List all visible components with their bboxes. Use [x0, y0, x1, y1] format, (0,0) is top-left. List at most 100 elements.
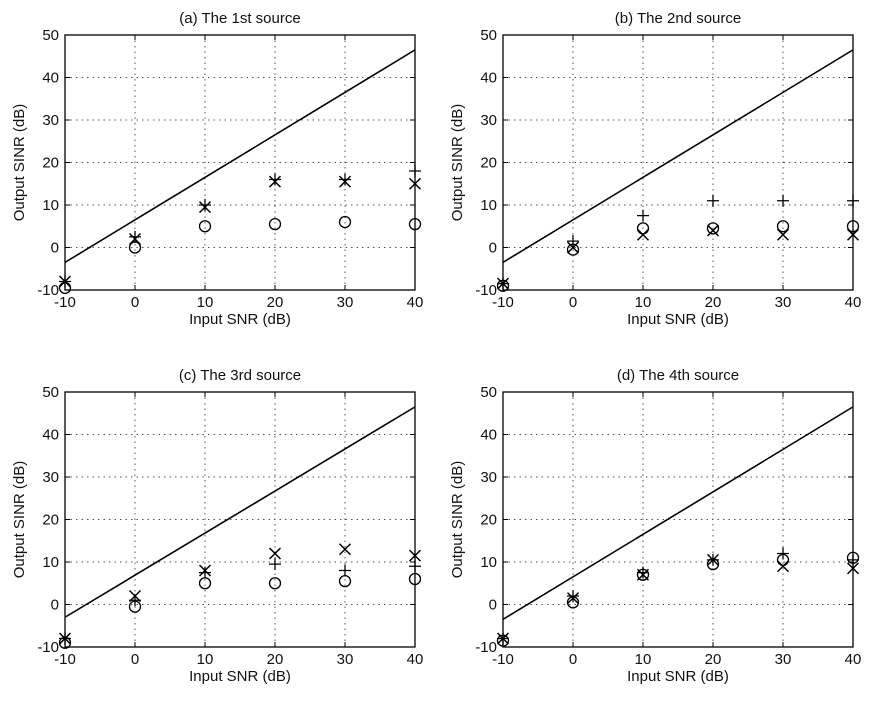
data-point-circle	[268, 577, 282, 590]
chart-panel-c: (c) The 3rd source -10 0 10 20 30 40 -10 0 10 20 30…	[11, 367, 424, 685]
y-axis-label: Output SINR (dB)	[11, 461, 28, 579]
data-point-plus	[269, 558, 281, 571]
data-point-cross	[338, 175, 352, 188]
data-point-cross	[268, 175, 282, 188]
x-tick-label: 20	[705, 651, 722, 668]
data-point-circle	[776, 220, 790, 233]
y-axis-label: Output SINR (dB)	[11, 104, 28, 222]
data-point-plus	[707, 194, 719, 207]
chart-title: (c) The 3rd source	[179, 367, 301, 384]
data-point-circle	[408, 217, 422, 231]
x-axis-label: Input SNR (dB)	[189, 668, 291, 685]
y-tick-label: 50	[42, 27, 59, 44]
chart-panel-a: (a) The 1st source -10 0 10 20 30 40 -10 0 10 20 30…	[11, 10, 424, 328]
chart-title: (d) The 4th source	[617, 367, 739, 384]
data-point-cross	[408, 177, 422, 190]
y-tick-label: 0	[489, 240, 497, 257]
y-tick-label: 20	[42, 155, 59, 172]
x-tick-label: 20	[267, 651, 284, 668]
data-point-plus	[339, 173, 351, 186]
y-tick-label: -10	[37, 282, 59, 299]
data-point-circle	[58, 636, 72, 649]
y-tick-label: 30	[42, 112, 59, 129]
data-point-circle	[198, 220, 212, 233]
y-tick-label: 10	[42, 554, 59, 571]
x-tick-label: 0	[569, 294, 577, 311]
data-point-circle	[846, 220, 860, 233]
x-tick-label: 40	[407, 294, 424, 311]
y-tick-label: 30	[42, 469, 59, 486]
y-tick-label: 40	[42, 70, 59, 87]
y-tick-label: 50	[480, 384, 497, 401]
data-point-plus	[339, 564, 351, 577]
data-point-circle	[338, 215, 352, 229]
y-axis-label: Output SINR (dB)	[449, 104, 466, 222]
y-tick-label: 40	[42, 427, 59, 444]
data-point-cross	[496, 632, 510, 645]
x-tick-label: 20	[267, 294, 284, 311]
data-point-circle	[566, 243, 580, 256]
y-tick-label: 40	[480, 70, 497, 87]
y-tick-label: 30	[480, 469, 497, 486]
y-tick-label: 10	[42, 197, 59, 214]
reference-line	[64, 49, 416, 264]
data-point-cross	[706, 224, 720, 237]
data-point-circle	[496, 279, 510, 292]
x-axis-label: Input SNR (dB)	[189, 311, 291, 328]
reference-line	[64, 406, 416, 618]
data-point-plus	[637, 209, 649, 222]
x-axis-label: Input SNR (dB)	[627, 311, 729, 328]
y-tick-label: -10	[37, 639, 59, 656]
x-tick-label: 10	[197, 294, 214, 311]
data-point-cross	[408, 549, 422, 562]
x-tick-label: -10	[54, 294, 76, 311]
data-point-plus	[129, 230, 141, 243]
x-tick-label: 30	[337, 294, 354, 311]
x-tick-label: 0	[131, 294, 139, 311]
x-tick-label: 0	[569, 651, 577, 668]
x-tick-label: 10	[635, 294, 652, 311]
x-tick-label: 20	[705, 294, 722, 311]
data-point-circle	[636, 568, 650, 581]
y-tick-label: 20	[480, 512, 497, 529]
y-tick-label: 40	[480, 427, 497, 444]
data-point-cross	[58, 632, 72, 645]
data-point-circle	[58, 281, 72, 295]
chart-panel-b: (b) The 2nd source -10 0 10 20 30 40 -10 0 10 20 30…	[449, 10, 861, 328]
x-tick-label: 30	[775, 294, 792, 311]
y-tick-label: 0	[51, 240, 59, 257]
x-tick-label: 40	[407, 651, 424, 668]
data-point-plus	[199, 566, 211, 579]
y-tick-label: 50	[42, 384, 59, 401]
data-point-cross	[268, 547, 282, 560]
data-point-plus	[567, 590, 579, 602]
data-point-circle	[198, 577, 212, 590]
y-tick-label: 30	[480, 112, 497, 129]
data-point-circle	[636, 222, 650, 235]
chart-panel-d: (d) The 4th source -10 0 10 20 30 40 -10 0 10 20 30…	[449, 367, 862, 685]
y-tick-label: 0	[489, 597, 497, 614]
y-tick-label: 20	[42, 512, 59, 529]
x-axis-label: Input SNR (dB)	[627, 668, 729, 685]
data-point-circle	[128, 241, 142, 254]
y-tick-label: -10	[475, 639, 497, 656]
x-tick-label: 10	[635, 651, 652, 668]
y-tick-label: 10	[480, 197, 497, 214]
chart-title: (b) The 2nd source	[615, 10, 741, 27]
data-point-plus	[269, 173, 281, 186]
reference-line	[502, 406, 854, 621]
data-point-circle	[338, 574, 352, 588]
data-point-plus	[199, 199, 211, 211]
x-tick-label: -10	[492, 294, 514, 311]
data-point-cross	[198, 564, 212, 577]
x-tick-label: -10	[54, 651, 76, 668]
data-point-circle	[408, 572, 422, 586]
data-point-circle	[268, 217, 282, 231]
data-point-plus	[409, 165, 421, 177]
data-point-cross	[566, 241, 580, 254]
y-tick-label: 10	[480, 554, 497, 571]
x-tick-label: 40	[845, 651, 862, 668]
chart-title: (a) The 1st source	[179, 10, 300, 27]
data-point-cross	[338, 543, 352, 556]
data-point-cross	[846, 562, 860, 575]
